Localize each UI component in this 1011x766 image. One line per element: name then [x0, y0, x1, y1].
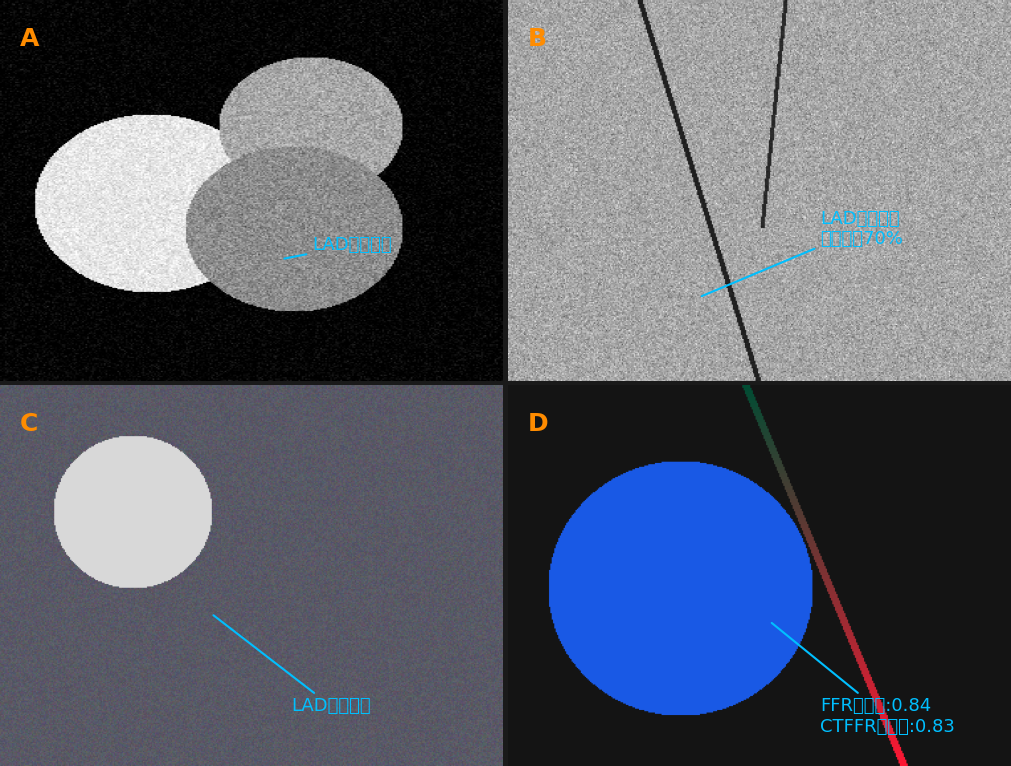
Text: LAD狭窄区域
狭窄率为70%: LAD狭窄区域 狭窄率为70% [702, 210, 903, 296]
Text: LAD狭窄区域: LAD狭窄区域 [213, 615, 371, 715]
Text: C: C [20, 411, 38, 436]
Text: FFR测量值:0.84
CTFFR计算值:0.83: FFR测量值:0.84 CTFFR计算值:0.83 [771, 623, 954, 736]
Text: A: A [20, 27, 39, 51]
Text: B: B [528, 27, 547, 51]
Text: LAD狭窄区域: LAD狭窄区域 [284, 236, 391, 259]
Text: D: D [528, 411, 549, 436]
